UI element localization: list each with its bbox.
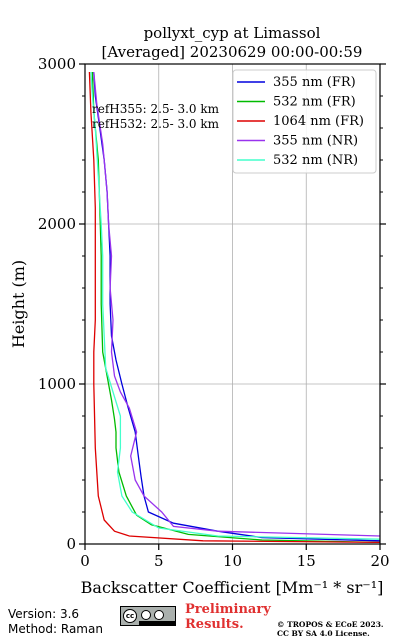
- license-text: © TROPOS & ECoE 2023. CC BY SA 4.0 Licen…: [277, 620, 384, 638]
- preliminary-results-note: Preliminary Results.: [185, 602, 271, 632]
- series-line-2: [88, 71, 381, 544]
- y-tick-label: 3000: [38, 55, 76, 73]
- annotation-ref-h532: refH532: 2.5- 3.0 km: [92, 117, 220, 131]
- backscatter-chart: pollyxt_cyp at Limassol [Averaged] 20230…: [9, 24, 390, 597]
- y-tick-label: 0: [66, 535, 76, 553]
- x-tick-label: 0: [80, 552, 90, 570]
- chart-title: pollyxt_cyp at Limassol: [144, 24, 321, 42]
- method-text: Method: Raman: [8, 622, 103, 636]
- series-line-4: [90, 71, 381, 540]
- series-line-3: [93, 71, 381, 537]
- y-tick-label: 1000: [38, 375, 76, 393]
- legend-box: [232, 69, 377, 174]
- legend: 355 nm (FR) 532 nm (FR) 1064 nm (FR) 355 nm…: [232, 69, 377, 174]
- legend-label-2: 1064 nm (FR): [273, 114, 364, 129]
- legend-label-4: 532 nm (NR): [273, 153, 358, 168]
- x-tick-label: 20: [370, 552, 389, 570]
- x-tick-label: 15: [297, 552, 316, 570]
- x-axis-label: Backscatter Coefficient [Mm⁻¹ * sr⁻¹]: [81, 578, 384, 597]
- annotation-ref-h355: refH355: 2.5- 3.0 km: [92, 102, 220, 116]
- legend-label-1: 532 nm (FR): [273, 95, 356, 110]
- legend-label-0: 355 nm (FR): [273, 75, 356, 90]
- chart-subtitle: [Averaged] 20230629 00:00-00:59: [102, 43, 363, 61]
- version-text: Version: 3.6: [8, 607, 80, 621]
- series-layer: [88, 71, 381, 544]
- legend-label-3: 355 nm (NR): [273, 134, 358, 149]
- footer-info: Version: 3.6 Method: Raman: [8, 607, 103, 637]
- axis-ticks: 0 5 10 15 20 0 1000 2000 3000: [38, 55, 390, 570]
- x-tick-label: 10: [223, 552, 242, 570]
- y-axis-label: Height (m): [9, 260, 28, 348]
- cc-license-icon: cc: [120, 606, 176, 626]
- y-tick-label: 2000: [38, 215, 76, 233]
- x-tick-label: 5: [154, 552, 164, 570]
